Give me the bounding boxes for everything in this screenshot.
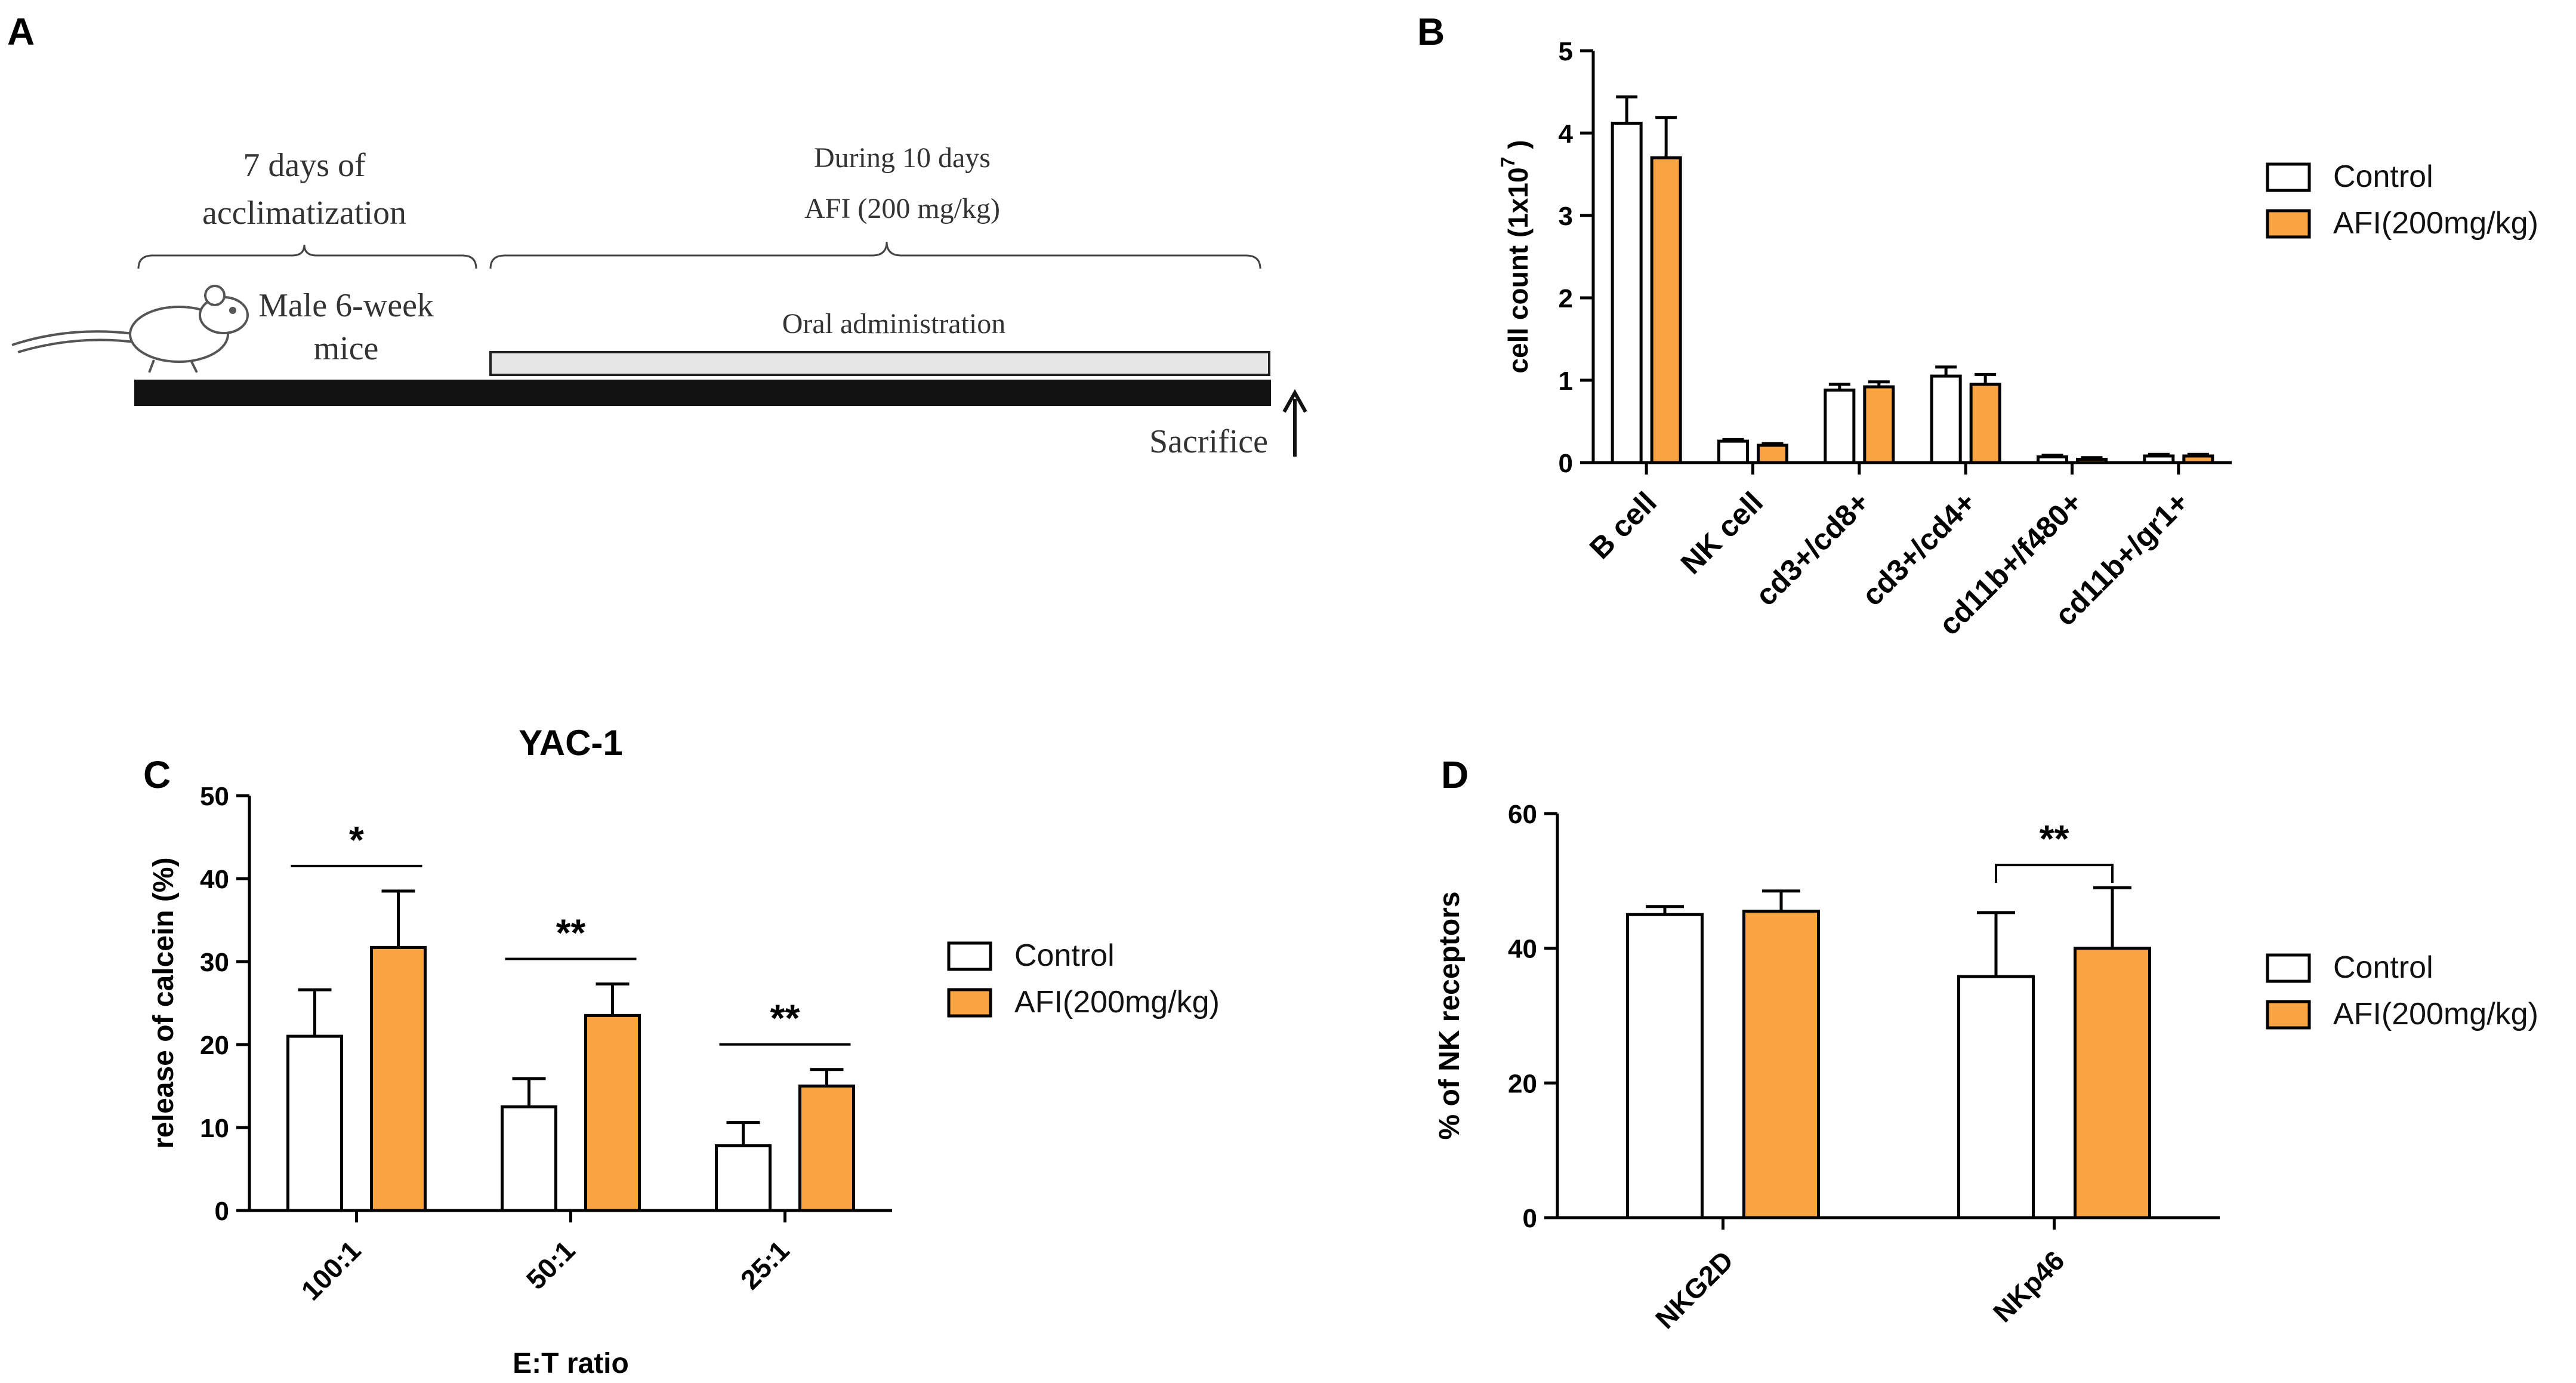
y-tick-label: 2 <box>1559 284 1573 313</box>
acclimatization-text-line1: 7 days of <box>243 147 366 184</box>
significance-label: ** <box>556 911 586 954</box>
significance-label: ** <box>770 997 800 1040</box>
legend-label: AFI(200mg/kg) <box>2333 206 2538 241</box>
legend-swatch-control <box>2266 953 2311 983</box>
bar-afi <box>1650 156 1682 464</box>
significance-bracket <box>1995 864 2114 883</box>
bar-afi <box>2182 454 2214 464</box>
bar-afi <box>1757 443 1788 464</box>
bar-control <box>2143 454 2175 464</box>
bar-afi <box>798 1085 855 1212</box>
legend-label: Control <box>1014 938 1115 973</box>
bar-control <box>1824 389 1856 464</box>
y-axis-label: % of NK receptors <box>1434 891 1466 1139</box>
mice-text-line2: mice <box>314 330 379 367</box>
significance-label: * <box>349 818 364 861</box>
bar-afi <box>584 1014 641 1212</box>
chart-calcein-release: 0 10 20 30 40 50 100:1 * 50:1 ** 25:1 ** release of … <box>148 723 1220 1379</box>
y-axis-label: cell count (1x107 ) <box>1497 140 1534 373</box>
panel-d-letter: D <box>1441 753 1469 796</box>
y-tick-label: 20 <box>200 1031 229 1060</box>
panel-b-letter: B <box>1417 10 1445 53</box>
chart-title: YAC-1 <box>519 723 623 763</box>
bar-afi <box>2076 457 2108 464</box>
panel-a: A 7 days of acclimatization During 10 da… <box>7 10 1307 460</box>
y-axis-label: release of calcein (%) <box>148 857 180 1148</box>
oral-administration-bar <box>489 351 1270 376</box>
legend-swatch-afi <box>2266 1000 2311 1030</box>
legend-swatch-control <box>2266 162 2311 192</box>
sacrifice-arrow-icon <box>1282 389 1307 413</box>
legend-label: AFI(200mg/kg) <box>2333 997 2538 1031</box>
x-category-label: 100:1 <box>295 1234 367 1306</box>
acclimatization-text-line2: acclimatization <box>202 195 406 232</box>
y-tick-label: 0 <box>215 1197 229 1226</box>
y-tick-label: 20 <box>1508 1069 1537 1098</box>
x-category-label: NKG2D <box>1649 1245 1739 1335</box>
y-tick-label: 10 <box>200 1114 229 1143</box>
bar-control <box>1930 374 1962 464</box>
bar-afi <box>2074 947 2151 1219</box>
bar-control <box>1957 975 2035 1219</box>
y-tick-label: 0 <box>1559 449 1573 478</box>
x-category-label: 50:1 <box>520 1234 581 1295</box>
mice-text-line1: Male 6-week <box>258 287 434 324</box>
legend-swatch-control <box>947 941 992 971</box>
legend-label: Control <box>2333 159 2433 194</box>
afi-dose-text: AFI (200 mg/kg) <box>804 193 1000 224</box>
bar-control <box>286 1034 343 1212</box>
x-category-label: NKp46 <box>1987 1245 2071 1328</box>
treatment-brace <box>489 241 1261 269</box>
legend-label: AFI(200mg/kg) <box>1014 985 1220 1019</box>
y-tick-label: 50 <box>200 782 229 811</box>
y-tick-label: 0 <box>1523 1204 1537 1233</box>
y-axis-label-exponent: 7 <box>1497 157 1519 168</box>
bar-afi <box>370 945 427 1212</box>
panel-c-letter: C <box>143 753 171 796</box>
legend-label: Control <box>2333 950 2433 985</box>
oral-administration-text: Oral administration <box>782 308 1006 340</box>
y-tick-label: 30 <box>200 948 229 977</box>
y-tick-label: 1 <box>1559 366 1573 396</box>
y-tick-label: 4 <box>1559 119 1574 149</box>
x-category-label: NK cell <box>1674 485 1769 580</box>
sacrifice-text: Sacrifice <box>1149 423 1268 460</box>
chart-nk-receptors: 0 20 40 60 NKG2D NKp46 ** % of NK receptors Cont… <box>1434 800 2538 1335</box>
x-category-label: B cell <box>1583 485 1663 565</box>
x-axis-label: E:T ratio <box>513 1348 629 1379</box>
significance-label: ** <box>2040 817 2069 860</box>
bar-afi <box>1863 385 1895 464</box>
mouse-icon <box>11 285 249 373</box>
y-tick-label: 40 <box>200 865 229 894</box>
bar-control <box>1626 913 1704 1219</box>
panel-a-letter: A <box>7 10 35 53</box>
during-days-text: During 10 days <box>814 142 991 174</box>
legend-swatch-afi <box>947 988 992 1018</box>
y-tick-label: 3 <box>1559 202 1573 231</box>
bar-afi <box>1742 910 1820 1219</box>
bar-control <box>715 1144 772 1212</box>
y-tick-label: 60 <box>1508 800 1537 829</box>
bar-control <box>2037 455 2068 464</box>
bar-control <box>1611 121 1643 464</box>
timeline-bar <box>134 380 1271 406</box>
bar-control <box>1717 439 1749 464</box>
legend-swatch-afi <box>2266 209 2311 239</box>
y-tick-label: 5 <box>1559 37 1573 66</box>
x-category-label: 25:1 <box>735 1234 795 1295</box>
bar-afi <box>1969 383 2001 464</box>
y-axis-label-tail: ) <box>1503 140 1534 156</box>
x-category-label: cd3+/cd8+ <box>1749 485 1876 612</box>
y-tick-label: 40 <box>1508 935 1537 964</box>
bar-control <box>501 1105 557 1212</box>
acclimatization-brace <box>137 244 477 269</box>
